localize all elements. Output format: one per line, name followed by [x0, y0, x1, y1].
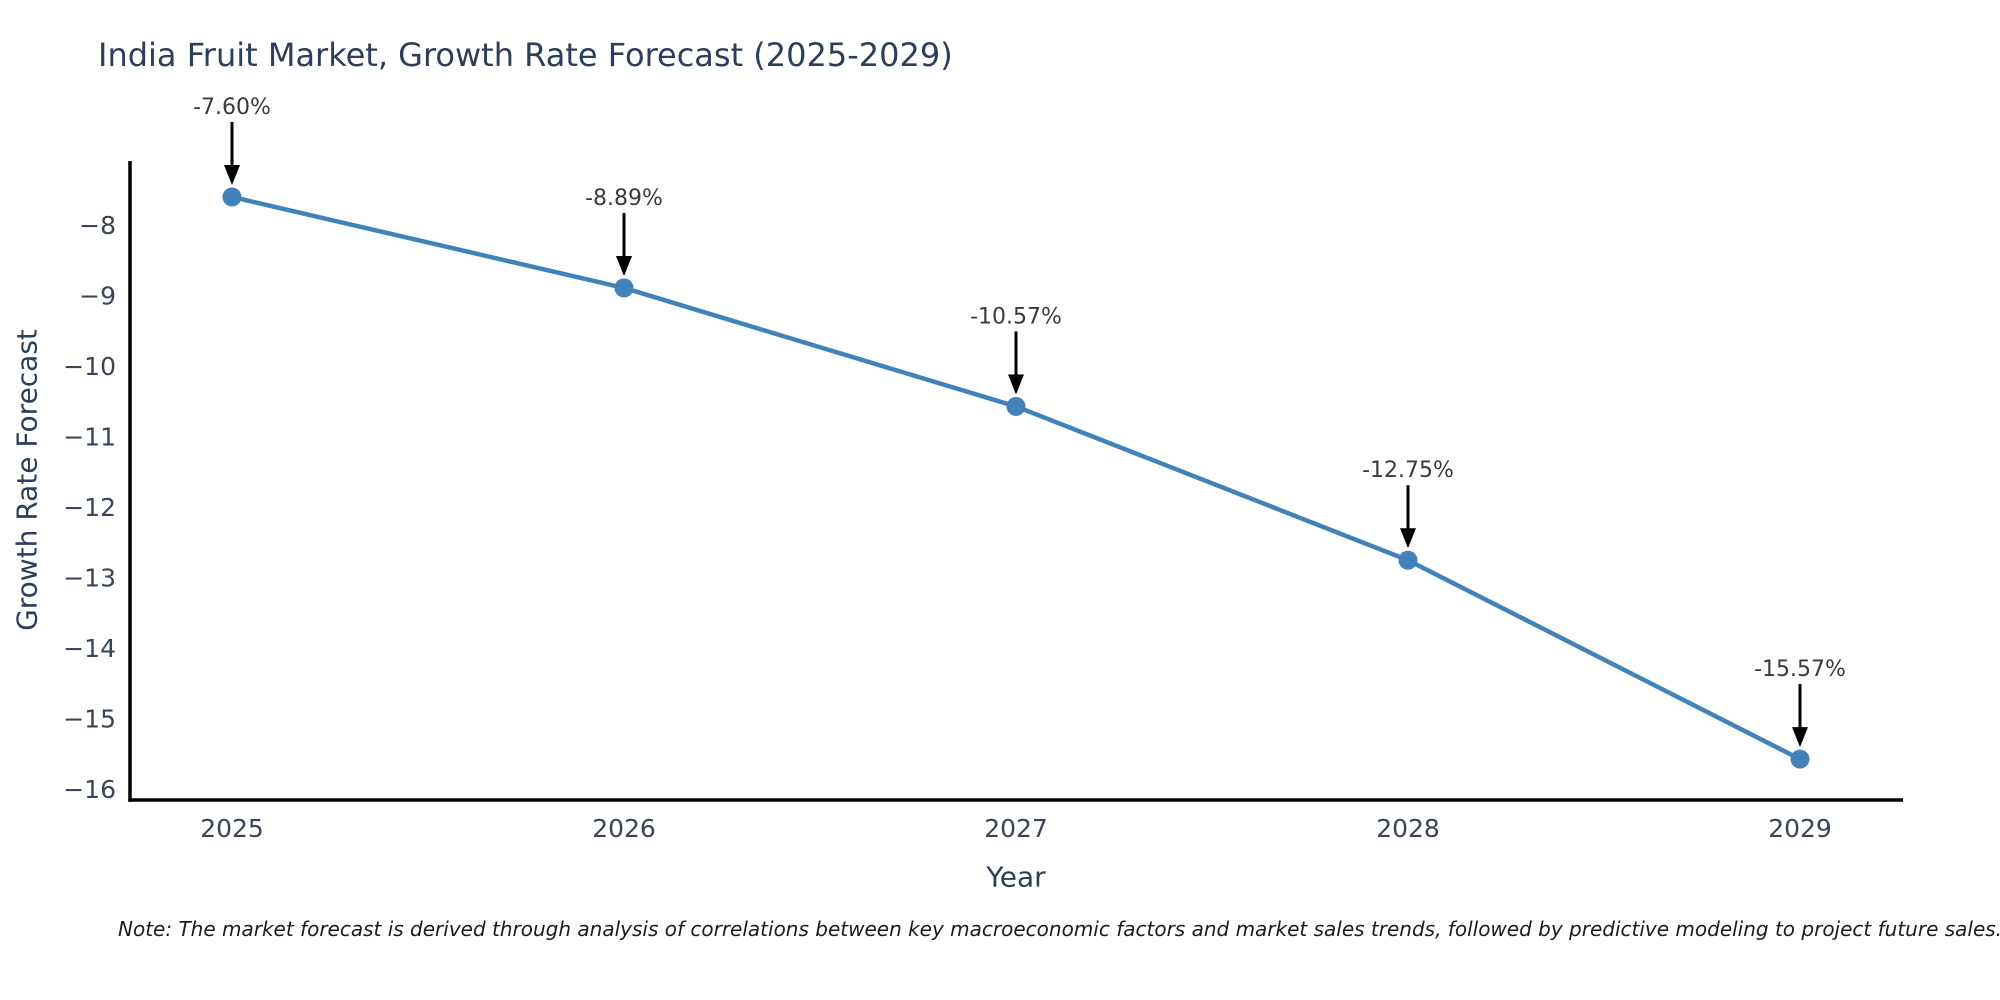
y-tick-label: −9 [79, 281, 116, 310]
data-point-2025 [222, 187, 242, 207]
annotation-arrowhead-2026 [616, 255, 632, 276]
x-axis-title: Year [986, 860, 1046, 894]
y-tick-label: −8 [79, 211, 116, 240]
annotation-arrowhead-2027 [1008, 374, 1024, 395]
chart-footnote: Note: The market forecast is derived thr… [118, 917, 2000, 941]
annotation-arrowhead-2028 [1400, 528, 1416, 549]
annotation-arrowhead-2029 [1792, 727, 1808, 748]
trend-line [229, 194, 1803, 762]
data-point-2026 [614, 278, 634, 298]
chart-title: India Fruit Market, Growth Rate Forecast… [98, 36, 953, 74]
data-point-2028 [1398, 550, 1418, 570]
y-tick-label: −15 [63, 705, 116, 734]
data-label-2028: -12.75% [1362, 458, 1454, 483]
data-label-2027: -10.57% [970, 304, 1062, 329]
x-tick-label: 2028 [1376, 814, 1440, 843]
y-tick-label: −11 [63, 423, 116, 452]
data-point-2029 [1790, 749, 1810, 769]
y-tick-label: −12 [63, 493, 116, 522]
y-tick-label: −10 [63, 352, 116, 381]
y-tick-label: −13 [63, 564, 116, 593]
annotation-arrowhead-2025 [224, 164, 240, 185]
y-tick-label: −14 [63, 634, 116, 663]
x-tick-label: 2026 [592, 814, 656, 843]
x-tick-label: 2027 [984, 814, 1048, 843]
y-tick-label: −16 [63, 775, 116, 804]
data-label-2026: -8.89% [585, 186, 663, 211]
x-tick-label: 2029 [1768, 814, 1832, 843]
data-label-2025: -7.60% [193, 95, 271, 120]
data-point-2027 [1006, 396, 1026, 416]
x-tick-label: 2025 [200, 814, 264, 843]
data-label-2029: -15.57% [1754, 657, 1846, 682]
